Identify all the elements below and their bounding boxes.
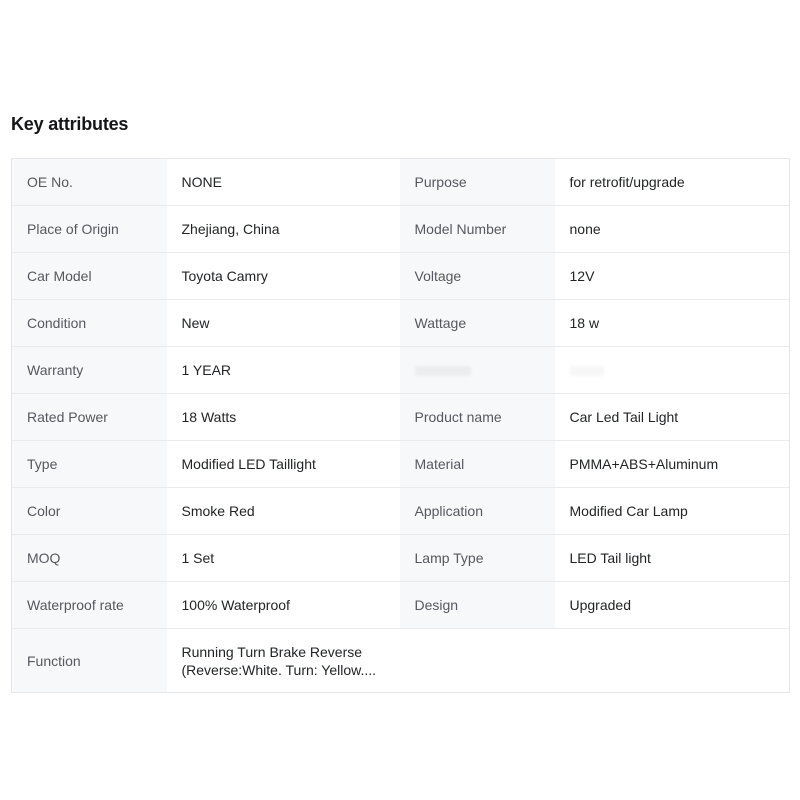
attr-row-function: Function Running Turn Brake Reverse (Rev… <box>11 628 790 693</box>
label-product-name: Product name <box>399 393 555 441</box>
value-product-name: Car Led Tail Light <box>554 393 790 441</box>
label-wattage: Wattage <box>399 299 555 347</box>
label-voltage: Voltage <box>399 252 555 300</box>
function-value-line1: Running Turn Brake Reverse <box>181 643 363 660</box>
label-material: Material <box>399 440 555 488</box>
value-type: Modified LED Taillight <box>166 440 400 488</box>
attr-row: Color Smoke Red Application Modified Car… <box>11 487 790 535</box>
value-lamp-type: LED Tail light <box>554 534 790 582</box>
value-condition: New <box>166 299 400 347</box>
attr-row: Condition New Wattage 18 w <box>11 299 790 347</box>
attr-row: MOQ 1 Set Lamp Type LED Tail light <box>11 534 790 582</box>
label-warranty: Warranty <box>11 346 167 394</box>
faded-label-ghost <box>414 366 471 377</box>
label-color: Color <box>11 487 167 535</box>
attr-row: Waterproof rate 100% Waterproof Design U… <box>11 581 790 629</box>
attr-row: Place of Origin Zhejiang, China Model Nu… <box>11 205 790 253</box>
value-application: Modified Car Lamp <box>554 487 790 535</box>
value-warranty: 1 YEAR <box>166 346 400 394</box>
label-waterproof-rate: Waterproof rate <box>11 581 167 629</box>
faded-value-ghost <box>569 366 604 377</box>
attr-row: Car Model Toyota Camry Voltage 12V <box>11 252 790 300</box>
value-function: Running Turn Brake Reverse (Reverse:Whit… <box>166 628 790 693</box>
value-purpose: for retrofit/upgrade <box>554 158 790 206</box>
faded-attr-label-cell <box>399 346 555 394</box>
attr-row: OE No. NONE Purpose for retrofit/upgrade <box>11 158 790 206</box>
label-lamp-type: Lamp Type <box>399 534 555 582</box>
value-color: Smoke Red <box>166 487 400 535</box>
value-design: Upgraded <box>554 581 790 629</box>
label-application: Application <box>399 487 555 535</box>
value-rated-power: 18 Watts <box>166 393 400 441</box>
value-place-of-origin: Zhejiang, China <box>166 205 400 253</box>
value-car-model: Toyota Camry <box>166 252 400 300</box>
label-function: Function <box>11 628 167 693</box>
attr-row: Rated Power 18 Watts Product name Car Le… <box>11 393 790 441</box>
value-voltage: 12V <box>554 252 790 300</box>
attr-row: Warranty 1 YEAR <box>11 346 790 394</box>
value-wattage: 18 w <box>554 299 790 347</box>
value-moq: 1 Set <box>166 534 400 582</box>
label-moq: MOQ <box>11 534 167 582</box>
key-attributes-table: OE No. NONE Purpose for retrofit/upgrade… <box>11 158 790 693</box>
value-waterproof-rate: 100% Waterproof <box>166 581 400 629</box>
label-car-model: Car Model <box>11 252 167 300</box>
function-value-line2: (Reverse:White. Turn: Yellow.... <box>181 661 377 678</box>
value-oe-no: NONE <box>166 158 400 206</box>
label-design: Design <box>399 581 555 629</box>
label-condition: Condition <box>11 299 167 347</box>
attr-row: Type Modified LED Taillight Material PMM… <box>11 440 790 488</box>
label-oe-no: OE No. <box>11 158 167 206</box>
label-place-of-origin: Place of Origin <box>11 205 167 253</box>
faded-attr-value-cell <box>554 346 790 394</box>
label-rated-power: Rated Power <box>11 393 167 441</box>
value-material: PMMA+ABS+Aluminum <box>554 440 790 488</box>
key-attributes-title: Key attributes <box>11 114 129 134</box>
value-model-number: none <box>554 205 790 253</box>
label-type: Type <box>11 440 167 488</box>
label-purpose: Purpose <box>399 158 555 206</box>
label-model-number: Model Number <box>399 205 555 253</box>
